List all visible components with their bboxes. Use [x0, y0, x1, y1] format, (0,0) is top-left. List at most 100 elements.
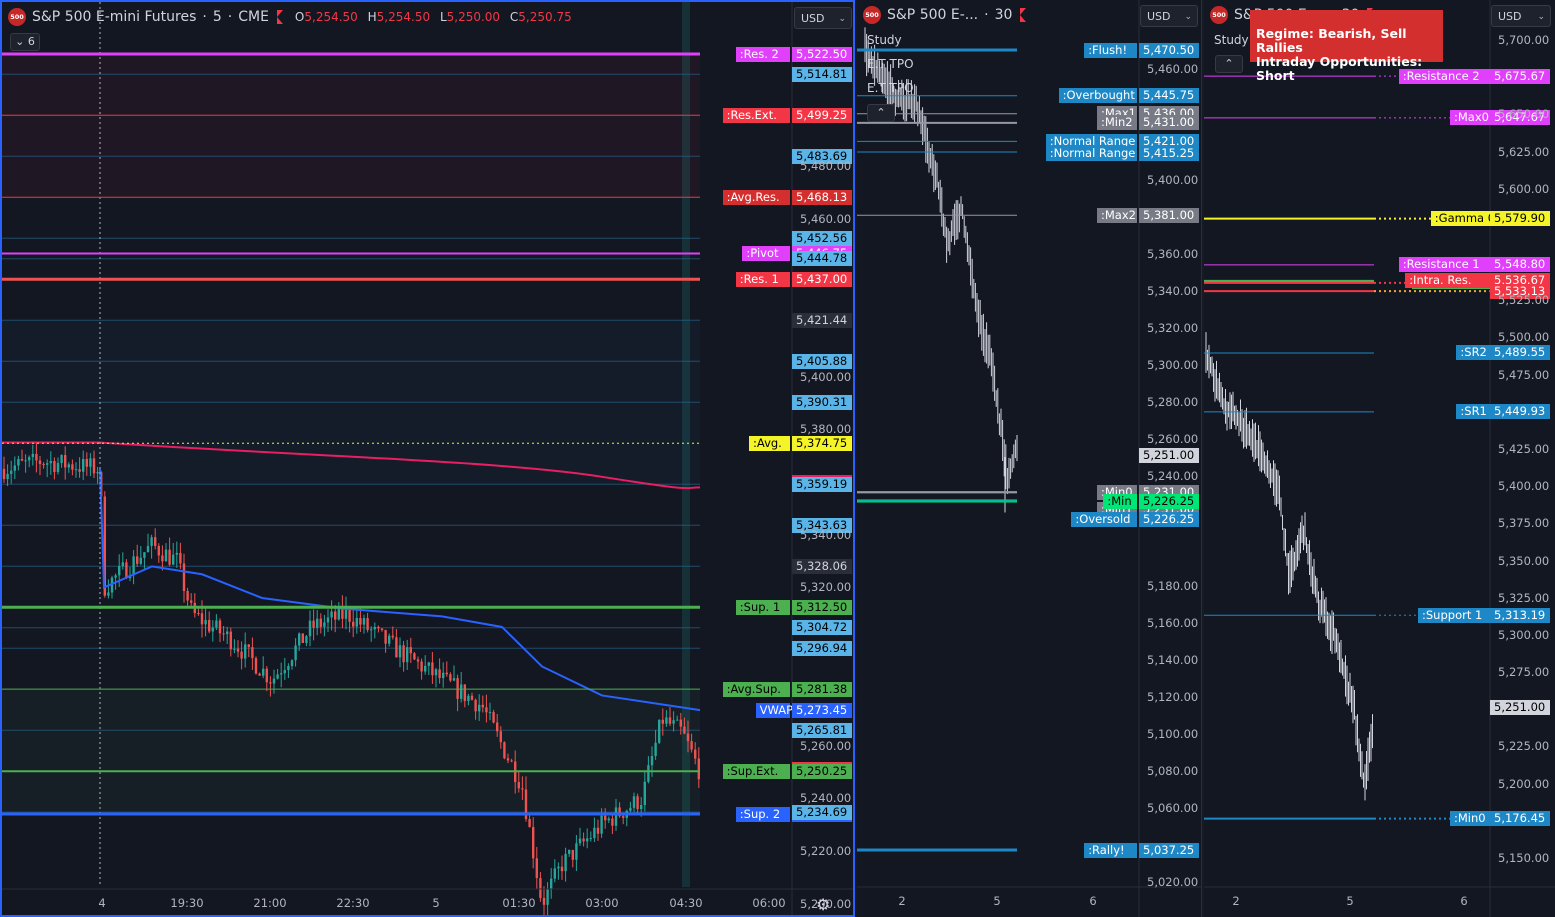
- interval[interactable]: 5: [212, 9, 222, 25]
- level-tag: :Sup. 2: [735, 806, 790, 822]
- time-label: 19:30: [170, 896, 204, 910]
- candle-body: [222, 633, 225, 635]
- sp500-logo-icon: 500: [863, 6, 881, 24]
- settings-gear-icon[interactable]: ⚙: [816, 895, 831, 914]
- candle-body: [640, 805, 643, 810]
- candle-body: [575, 843, 578, 860]
- candle-body: [269, 682, 272, 684]
- time-label: 06:00: [752, 896, 786, 910]
- axis-tick: 5,240.00: [1147, 468, 1199, 483]
- axis-tick: 5,340.00: [1147, 283, 1199, 298]
- candle-body: [618, 807, 621, 817]
- price-tag: 5,421.44: [792, 312, 852, 328]
- candle-body: [431, 662, 434, 676]
- axis-tick: 5,325.00: [1498, 590, 1550, 605]
- candle-body: [218, 620, 222, 634]
- price-tag: 5,499.25: [792, 107, 852, 123]
- candle-body: [557, 866, 560, 869]
- candle-body: [208, 619, 211, 632]
- time-label: 6: [1460, 894, 1468, 908]
- flag-icon[interactable]: [1020, 8, 1027, 22]
- price-tag: 5,522.50: [792, 46, 852, 62]
- axis-tick: 5,080.00: [1147, 764, 1199, 779]
- axis-tick: 5,320.00: [1147, 320, 1199, 335]
- regime-text: Regime: Bearish, Sell Rallies: [1256, 26, 1407, 55]
- session-highlight: [682, 2, 690, 887]
- candle-body: [272, 678, 276, 684]
- candle-body: [254, 658, 258, 674]
- candle-body: [136, 556, 139, 564]
- candle-body: [28, 457, 31, 461]
- symbol-name[interactable]: S&P 500 E-mini Futures: [32, 9, 197, 25]
- axis-tick: 5,700.00: [1498, 33, 1550, 47]
- axis-tick: 5,375.00: [1498, 516, 1550, 531]
- candle-body: [463, 684, 466, 702]
- candle-body: [53, 460, 56, 472]
- candle-body: [596, 827, 600, 834]
- axis-tick: 5,480.00: [800, 158, 852, 173]
- candle-body: [470, 695, 474, 700]
- candle-body: [298, 633, 301, 646]
- chevron-down-icon: ⌄: [838, 14, 846, 24]
- price-tag: 5,176.45: [1490, 811, 1550, 827]
- candle-body: [164, 549, 168, 562]
- time-label: 2: [1232, 894, 1240, 908]
- price-tag: 5,265.81: [792, 722, 852, 738]
- collapse-indicators-button[interactable]: ⌄ 6: [10, 33, 40, 51]
- candle-body: [517, 782, 520, 789]
- candle-body: [402, 645, 405, 663]
- collapse-legend-button[interactable]: ⌃: [867, 104, 895, 122]
- candle-body: [56, 462, 60, 472]
- chart-panel-main[interactable]: 500 S&P 500 E-mini Futures · 5 · CME O5,…: [0, 0, 855, 917]
- axis-tick: 5,100.00: [1147, 727, 1199, 742]
- candle-body: [85, 458, 88, 467]
- candle-body: [528, 819, 531, 828]
- candle-body: [236, 648, 240, 652]
- candle-body: [665, 717, 668, 724]
- flag-icon[interactable]: [276, 10, 283, 24]
- symbol-name[interactable]: S&P 500 E-...: [887, 7, 979, 23]
- axis-tick: 5,060.00: [1147, 800, 1199, 815]
- price-tag: 5,328.06: [792, 558, 852, 574]
- candle-body: [38, 460, 42, 465]
- price-tag: 5,273.45: [792, 702, 852, 718]
- study-label: Study: [1214, 33, 1249, 47]
- level-tag: :Sup. 1: [735, 599, 790, 615]
- chart-panel-levels[interactable]: 500 S&P 500 E-... · 30 USD⌄ Study ⌃ :Res…: [1204, 0, 1555, 917]
- symbol-header: 500 S&P 500 E-mini Futures · 5 · CME O5,…: [8, 8, 572, 26]
- tpo-study-label: E.T TPO: [867, 57, 914, 71]
- price-tag: 5,405.88: [792, 353, 852, 369]
- candle-body: [478, 704, 481, 712]
- candle-body: [172, 554, 175, 565]
- candle-body: [200, 613, 204, 625]
- candle-body: [31, 453, 34, 458]
- axis-tick: 5,200.00: [800, 896, 852, 911]
- candle-body: [438, 669, 441, 679]
- candle-body: [125, 562, 128, 579]
- currency-select[interactable]: USD ⌄: [794, 7, 852, 29]
- candle-body: [121, 562, 124, 566]
- currency-select[interactable]: USD ⌄: [1491, 5, 1551, 27]
- candle-body: [535, 858, 538, 879]
- price-tag: 5,445.75: [1139, 88, 1199, 104]
- candle-body: [668, 717, 672, 724]
- axis-tick: 5,475.00: [1498, 367, 1550, 382]
- candle-body: [305, 636, 308, 643]
- interval[interactable]: 30: [994, 7, 1013, 23]
- currency-select[interactable]: USD ⌄: [1140, 5, 1198, 27]
- candle-body: [359, 617, 362, 625]
- candle-body: [247, 644, 250, 648]
- collapse-legend-button[interactable]: ⌃: [1215, 55, 1243, 73]
- candle-body: [233, 648, 236, 650]
- price-tag: 5,251.00: [1139, 447, 1199, 463]
- chart-panel-tpo[interactable]: 500 S&P 500 E-... · 30 USD ⌄ Study E.T TP…: [857, 0, 1202, 917]
- candle-body: [251, 647, 254, 659]
- price-chart-tpo[interactable]: [857, 0, 1202, 917]
- candle-body: [506, 758, 510, 761]
- price-tag: 5,444.78: [792, 251, 852, 267]
- price-tag: 5,421.00: [1139, 133, 1199, 149]
- candle-body: [13, 465, 16, 471]
- support-zone: [2, 689, 700, 814]
- candle-body: [60, 455, 63, 463]
- price-chart-main[interactable]: [2, 2, 855, 917]
